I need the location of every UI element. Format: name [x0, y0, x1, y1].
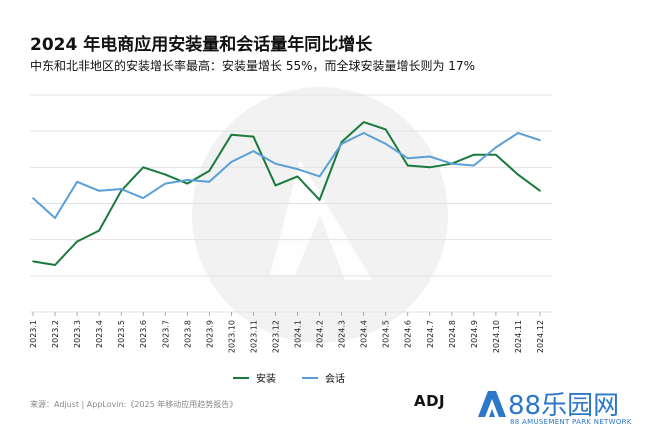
x-tick-label: 2024.3 — [338, 320, 347, 348]
data-point-session — [54, 217, 56, 219]
brand-watermark: 88乐园网 88 AMUSEMENT PARK NETWORK — [475, 385, 645, 430]
x-tick-label: 2023.12 — [271, 320, 280, 353]
data-point-install — [473, 153, 475, 156]
series-line-session — [32, 132, 541, 219]
data-point-install — [318, 199, 321, 201]
data-point-install — [384, 128, 387, 131]
x-tick-label: 2023.5 — [117, 320, 126, 348]
x-tick-label: 2024.2 — [316, 320, 325, 348]
x-tick-label: 2023.2 — [51, 320, 60, 348]
x-tick-label: 2023.1 — [29, 320, 38, 348]
brand-name: 88乐园网 — [508, 391, 620, 421]
x-tick-label: 2024.10 — [492, 320, 501, 353]
data-point-install — [76, 240, 78, 243]
data-point-session — [451, 162, 453, 165]
data-point-install — [362, 121, 365, 123]
data-point-session — [296, 168, 299, 170]
data-point-install — [340, 141, 343, 143]
data-point-session — [473, 164, 475, 167]
data-point-install — [142, 166, 145, 169]
data-point-session — [318, 175, 321, 178]
data-point-install — [539, 190, 541, 192]
x-tick-label: 2023.9 — [205, 320, 214, 348]
data-point-session — [252, 150, 255, 152]
data-point-install — [120, 190, 122, 192]
x-tick-label: 2024.4 — [360, 320, 369, 348]
data-point-session — [32, 197, 34, 199]
data-point-session — [362, 132, 365, 134]
data-point-install — [186, 182, 189, 185]
chart-title: 2024 年电商应用安装量和会话量年同比增长 — [30, 35, 373, 55]
x-tick-label: 2023.4 — [95, 320, 104, 348]
x-tick-label: 2023.10 — [227, 320, 236, 353]
x-tick-label: 2023.3 — [73, 320, 82, 348]
x-tick-label: 2024.7 — [426, 320, 435, 348]
data-point-session — [208, 181, 211, 183]
data-point-session — [384, 143, 387, 145]
data-point-session — [76, 181, 78, 183]
x-tick-label: 2024.12 — [536, 320, 545, 353]
data-point-session — [406, 157, 409, 160]
data-point-install — [230, 133, 233, 136]
data-point-session — [274, 162, 277, 165]
data-point-session — [230, 161, 233, 163]
source-note: 来源：Adjust | AppLovin:《2025 年移动应用趋势报告》 — [30, 400, 238, 409]
data-point-session — [539, 139, 541, 142]
data-point-install — [252, 135, 255, 138]
data-point-install — [208, 170, 211, 172]
data-point-session — [164, 182, 167, 185]
legend-label-install: 安装 — [256, 372, 276, 385]
data-point-install — [406, 164, 409, 167]
x-tick-label: 2024.6 — [404, 320, 413, 348]
adj-logo: ADJ — [414, 392, 446, 410]
legend-label-session: 会话 — [325, 372, 345, 385]
data-point-install — [164, 173, 167, 176]
x-tick-label: 2023.6 — [139, 320, 148, 348]
series-line-install — [32, 121, 541, 266]
data-point-session — [142, 197, 145, 199]
watermark-logo-icon — [270, 160, 372, 280]
x-tick-label: 2024.11 — [514, 320, 523, 353]
x-tick-label: 2023.11 — [249, 320, 258, 353]
x-tick-label: 2024.1 — [294, 320, 303, 348]
data-point-session — [340, 143, 343, 145]
data-point-install — [495, 153, 497, 156]
data-point-session — [495, 146, 497, 149]
data-point-session — [120, 188, 122, 190]
data-point-install — [428, 166, 431, 169]
data-point-install — [32, 260, 34, 263]
data-point-install — [54, 264, 56, 266]
brand-logo-icon — [478, 391, 506, 417]
data-point-session — [517, 132, 519, 134]
x-tick-label: 2023.7 — [161, 320, 170, 348]
chart-subtitle: 中东和北非地区的安装增长率最高：安装量增长 55%，而全球安装量增长则为 17% — [30, 59, 475, 73]
data-point-session — [428, 155, 431, 158]
data-point-session — [186, 179, 189, 181]
brand-subtitle: 88 AMUSEMENT PARK NETWORK — [510, 418, 632, 426]
data-point-install — [517, 173, 519, 176]
x-tick-label: 2024.5 — [382, 320, 391, 348]
x-tick-label: 2023.8 — [183, 320, 192, 348]
x-tick-label: 2024.8 — [448, 320, 457, 348]
data-point-install — [98, 229, 100, 232]
data-point-install — [274, 184, 277, 187]
data-point-install — [296, 175, 299, 178]
x-tick-label: 2024.9 — [470, 320, 479, 348]
data-point-session — [98, 190, 100, 192]
